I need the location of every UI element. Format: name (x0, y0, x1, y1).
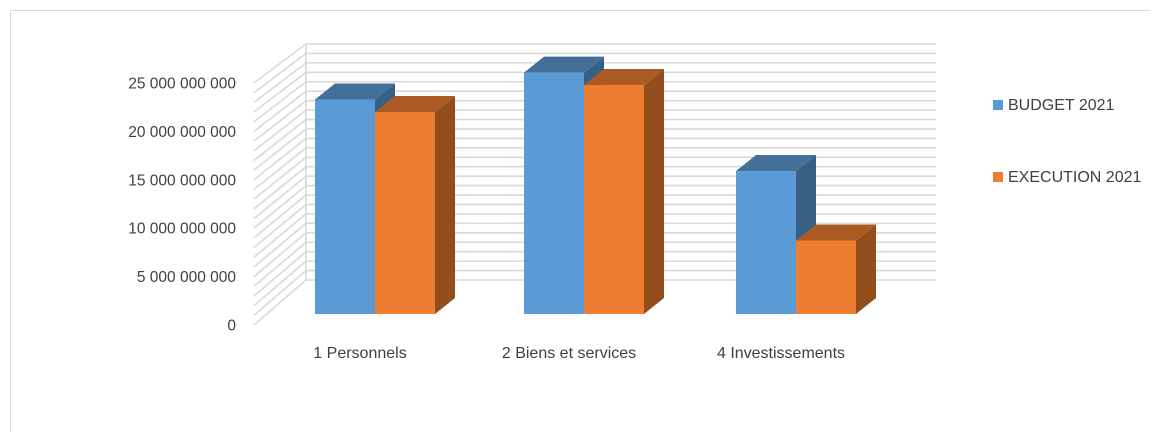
legend-entry: EXECUTION 2021 (1008, 169, 1141, 186)
bar-front (524, 72, 584, 314)
legend-swatch (993, 100, 1003, 110)
gridline-side (253, 137, 307, 181)
gridline-side (253, 109, 307, 152)
gridline-side (253, 213, 307, 258)
gridline-side (253, 43, 307, 84)
gridline-side (253, 52, 307, 94)
bar-side (856, 224, 876, 314)
gridline-side (253, 194, 307, 239)
gridline-side (253, 166, 307, 210)
bar-top (315, 83, 395, 100)
gridline-side (253, 147, 307, 191)
bar-front (584, 85, 644, 314)
chart-bars (315, 56, 876, 314)
legend: BUDGET 2021 EXECUTION 2021 (993, 97, 1141, 186)
x-axis: 1 Personnels 2 Biens et services 4 Investi… (313, 345, 845, 362)
legend-entry: BUDGET 2021 (1008, 97, 1115, 114)
chart-frame (10, 10, 1150, 432)
gridline-side (253, 156, 307, 200)
gridline-side (253, 203, 307, 249)
bar-0-1 (375, 95, 455, 314)
legend-swatch (993, 172, 1003, 182)
gridline-side (253, 269, 307, 316)
gridline-side (253, 279, 307, 326)
x-tick-label: 1 Personnels (313, 345, 406, 362)
x-tick-label: 2 Biens et services (502, 345, 636, 362)
gridline-side (253, 62, 307, 103)
gridline-side (253, 90, 307, 133)
gridline-side (253, 184, 307, 229)
gridline-side (253, 118, 307, 162)
gridline-side (253, 222, 307, 268)
bar-1-1 (584, 69, 664, 314)
gridline-side (253, 128, 307, 171)
gridline-side (253, 71, 307, 113)
gridline-side (253, 81, 307, 123)
bar-top (375, 95, 455, 112)
gridline-side (253, 175, 307, 220)
y-tick-label: 0 (227, 318, 236, 335)
y-axis: 0 5 000 000 000 10 000 000 000 15 000 000 0… (128, 76, 236, 335)
bar-front (796, 240, 856, 314)
bar-side (435, 95, 455, 314)
bar-front (375, 111, 435, 314)
y-tick-label: 5 000 000 000 (137, 269, 237, 286)
gridline-side (253, 251, 307, 297)
y-tick-label: 25 000 000 000 (128, 76, 236, 93)
gridline-side (253, 100, 307, 142)
bar-front (736, 171, 796, 314)
y-tick-label: 20 000 000 000 (128, 124, 236, 141)
bar-top (796, 224, 876, 241)
bar-side (644, 69, 664, 314)
bar-front (315, 99, 375, 314)
x-tick-label: 4 Investissements (717, 345, 845, 362)
y-tick-label: 10 000 000 000 (128, 221, 236, 238)
bar-top (584, 69, 664, 86)
gridline-side (253, 241, 307, 287)
bar-top (736, 155, 816, 172)
bar-2-1 (796, 224, 876, 314)
y-tick-label: 15 000 000 000 (128, 172, 236, 189)
gridline-side (253, 232, 307, 278)
bar-top (524, 56, 604, 73)
gridline-side (253, 260, 307, 307)
